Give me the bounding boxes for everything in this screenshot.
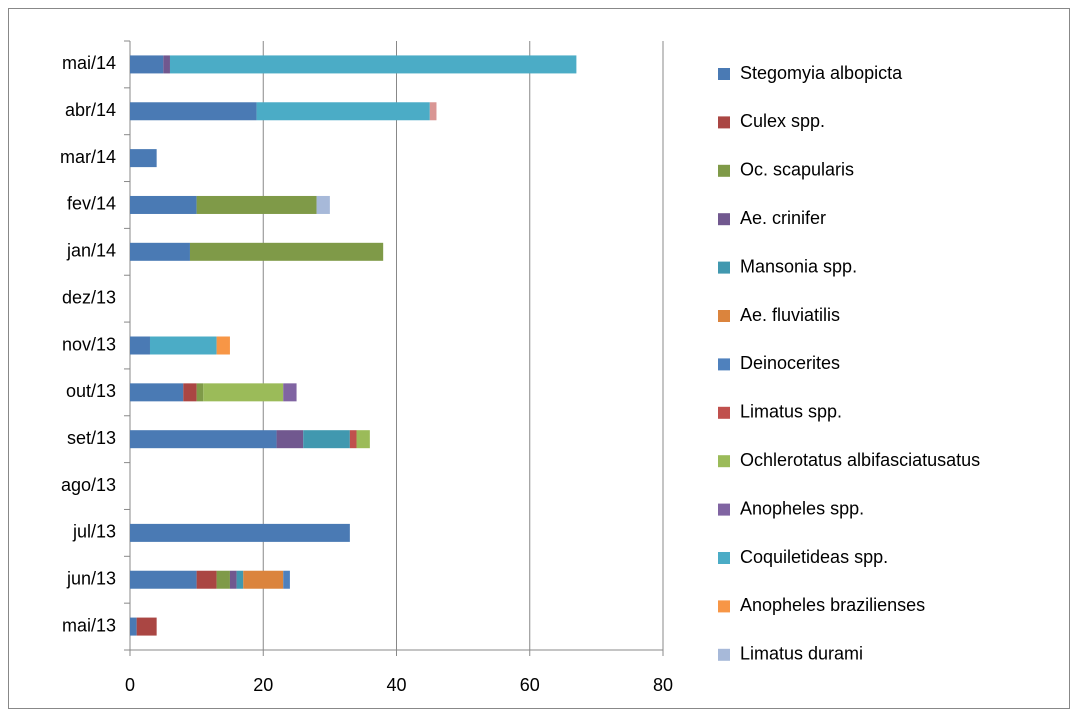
legend-swatch: [718, 600, 730, 613]
bar-segment: [130, 383, 184, 402]
legend-label: Stegomyia albopicta: [740, 63, 903, 83]
bar-segment: [130, 242, 190, 261]
bar-segment: [163, 55, 170, 74]
y-tick-label: dez/13: [62, 287, 116, 307]
legend-label: Culex spp.: [740, 111, 825, 131]
bar-segment: [229, 570, 237, 589]
y-tick-label: jul/13: [72, 522, 116, 542]
bar-segment: [130, 149, 157, 168]
legend-swatch: [718, 310, 730, 322]
y-tick-label: jan/14: [66, 241, 116, 261]
x-tick-label: 80: [653, 675, 673, 695]
bar-segment: [196, 383, 204, 402]
bar-segment: [216, 570, 230, 589]
y-tick-label: mai/13: [62, 615, 116, 635]
bar-segment: [189, 242, 384, 261]
x-tick-label: 60: [520, 675, 540, 695]
y-tick-label: ago/13: [61, 475, 116, 495]
bar-segment: [203, 383, 284, 402]
y-tick-label: abr/14: [65, 100, 116, 120]
bar-segment: [356, 430, 370, 449]
bar-segment: [130, 523, 350, 542]
legend-label: Ae. crinifer: [740, 208, 826, 228]
legend-swatch: [718, 648, 730, 661]
x-tick-label: 40: [386, 675, 406, 695]
bar-segment: [130, 430, 277, 449]
legend-label: Deinocerites: [740, 353, 840, 373]
bar-segment: [276, 430, 304, 449]
legend-swatch: [718, 503, 730, 516]
bar-segment: [283, 570, 290, 589]
chart-border: [8, 8, 1070, 709]
bar-segment: [349, 430, 357, 449]
y-tick-label: mai/14: [62, 53, 116, 73]
legend-label: Coquiletideas spp.: [740, 547, 888, 567]
legend-label: Mansonia spp.: [740, 256, 857, 276]
bar-segment: [130, 336, 150, 355]
legend-label: Limatus durami: [740, 644, 863, 664]
legend-swatch: [718, 261, 730, 274]
bar-segment: [149, 336, 217, 355]
legend-swatch: [718, 164, 730, 177]
legend-swatch: [718, 116, 730, 129]
legend-swatch: [718, 358, 730, 371]
legend-label: Anopheles spp.: [740, 498, 864, 518]
bar-segment: [130, 102, 257, 121]
bar-segment: [130, 617, 137, 636]
bar-segment: [196, 570, 217, 589]
bar-segment: [256, 102, 430, 121]
y-tick-label: fev/14: [67, 194, 116, 214]
legend-label: Limatus spp.: [740, 402, 842, 422]
bar-segment: [169, 55, 577, 74]
y-tick-label: set/13: [67, 428, 116, 448]
legend-swatch: [718, 455, 730, 468]
y-tick-label: out/13: [66, 381, 116, 401]
bar-segment: [429, 102, 437, 121]
legend-swatch: [718, 213, 730, 226]
legend-label: Anopheles brazilienses: [740, 595, 925, 615]
bar-segment: [130, 570, 197, 589]
bar-segment: [216, 336, 230, 355]
y-tick-label: nov/13: [62, 334, 116, 354]
x-tick-label: 0: [125, 675, 135, 695]
legend-swatch: [718, 68, 730, 80]
y-tick-label: jun/13: [66, 568, 116, 588]
y-tick-label: mar/14: [60, 147, 116, 167]
bar-segment: [130, 195, 197, 214]
legend-label: Oc. scapularis: [740, 160, 854, 180]
bar-segment: [236, 570, 244, 589]
legend-label: Ae. fluviatilis: [740, 305, 840, 325]
x-tick-label: 20: [253, 675, 273, 695]
bar-segment: [316, 195, 330, 214]
bar-segment: [183, 383, 197, 402]
bar-segment: [283, 383, 297, 402]
legend-label: Ochlerotatus albifasciatusatus: [740, 450, 980, 470]
legend-swatch: [718, 406, 730, 419]
bar-segment: [243, 570, 284, 589]
bar-segment: [130, 55, 164, 74]
bar-segment: [303, 430, 350, 449]
bar-segment: [136, 617, 157, 636]
bar-segment: [196, 195, 317, 214]
legend-swatch: [718, 552, 730, 564]
